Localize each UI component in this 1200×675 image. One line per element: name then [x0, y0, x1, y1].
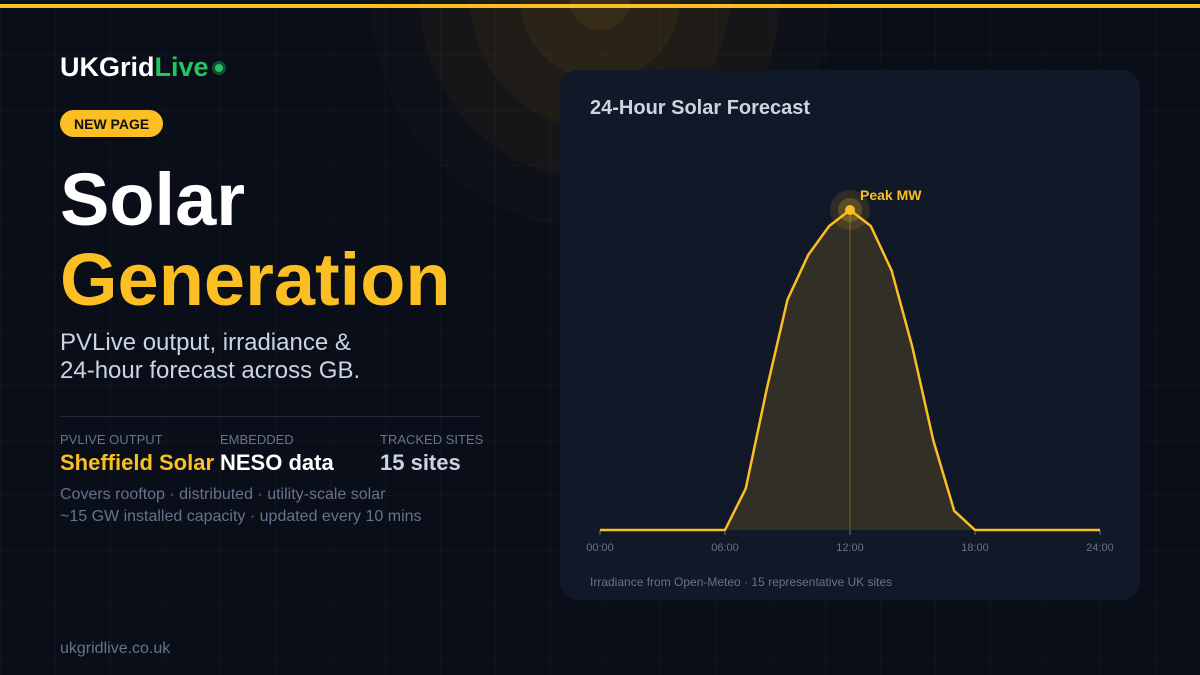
- stat-tracked-sites: TRACKED SITES 15 sites: [380, 432, 483, 476]
- new-page-badge: NEW PAGE: [60, 110, 164, 137]
- brand-logo: UKGrid Live: [60, 52, 223, 83]
- site-url: ukgridlive.co.uk: [60, 640, 171, 657]
- stat-value: 15 sites: [380, 450, 461, 475]
- stat-label: EMBEDDED: [220, 432, 294, 447]
- x-tick-label: 12:00: [836, 542, 864, 554]
- page-title-line1: Solar: [60, 158, 246, 241]
- chart-title: 24-Hour Solar Forecast: [590, 97, 811, 119]
- divider: [60, 416, 480, 417]
- page-subtitle: PVLive output, irradiance & 24-hour fore…: [60, 329, 480, 385]
- subtitle-line1: PVLive output, irradiance &: [60, 329, 351, 356]
- coverage-notes: Covers rooftop · distributed · utility-s…: [60, 484, 422, 528]
- brand-name-accent: Live: [154, 52, 209, 82]
- notes-line2: ~15 GW installed capacity · updated ever…: [60, 508, 422, 525]
- subtitle-line2: 24-hour forecast across GB.: [60, 357, 361, 384]
- top-accent-bar: [0, 4, 1200, 8]
- x-tick-label: 00:00: [586, 542, 614, 554]
- series-area: [600, 210, 1100, 530]
- stat-embedded: EMBEDDED NESO data: [220, 432, 334, 476]
- stat-value: NESO data: [220, 450, 334, 475]
- forecast-card: 24-Hour Solar Forecast 00:00 06:00 12:00 18…: [560, 70, 1140, 600]
- page-title-line2: Generation: [60, 238, 451, 321]
- stat-label: PVLIVE OUTPUT: [60, 432, 163, 447]
- peak-marker: [845, 205, 855, 215]
- brand-name-main: UKGrid: [60, 52, 155, 82]
- x-tick-label: 24:00: [1086, 542, 1114, 554]
- notes-line1: Covers rooftop · distributed · utility-s…: [60, 486, 386, 503]
- stat-value: Sheffield Solar: [60, 450, 215, 475]
- peak-label: Peak MW: [860, 187, 922, 203]
- x-tick-label: 18:00: [961, 542, 989, 554]
- stat-pvlive-output: PVLIVE OUTPUT Sheffield Solar: [60, 432, 214, 476]
- live-indicator-icon: [214, 63, 223, 72]
- x-tick-label: 06:00: [711, 542, 739, 554]
- solar-forecast-chart: 00:00 06:00 12:00 18:00 24:00 Peak MW: [586, 187, 1114, 554]
- chart-footnote: Irradiance from Open-Meteo · 15 represen…: [590, 575, 893, 589]
- stat-label: TRACKED SITES: [380, 432, 484, 447]
